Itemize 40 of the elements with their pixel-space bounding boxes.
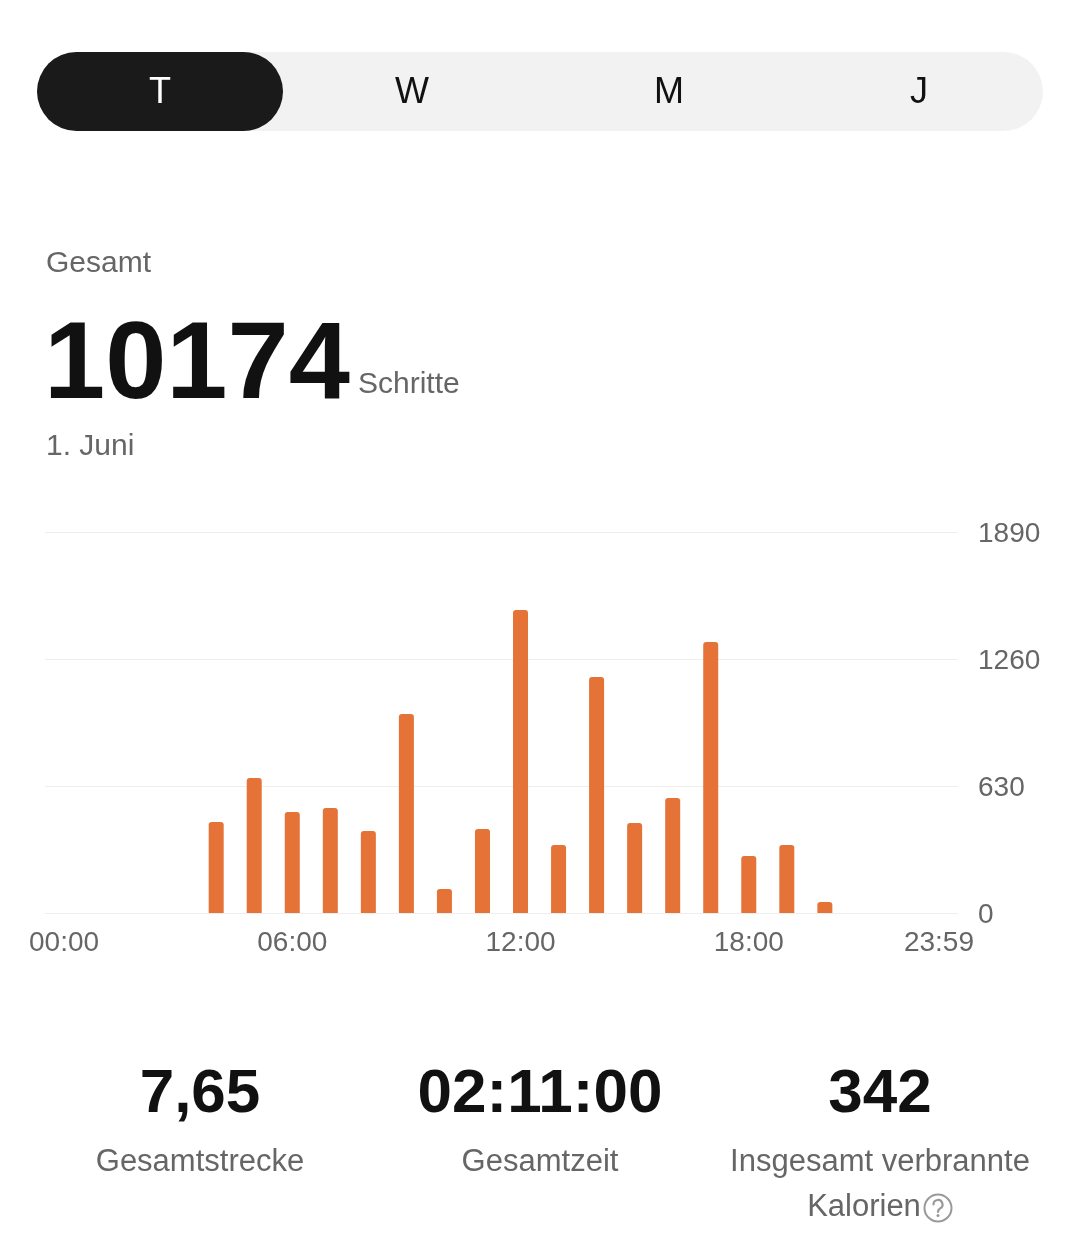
bar <box>513 610 529 913</box>
y-tick-label: 630 <box>978 770 1025 802</box>
x-tick-label: 12:00 <box>485 925 556 957</box>
text: Gesamtzeit <box>460 1142 620 1180</box>
bar <box>703 642 719 913</box>
text: J <box>909 70 929 112</box>
chart-title: Gesamt <box>46 245 152 279</box>
y-tick-label: 1260 <box>978 643 1041 675</box>
text: W <box>394 70 430 112</box>
bar <box>589 676 605 913</box>
x-tick-label: 23:59 <box>903 925 975 957</box>
text: T <box>148 70 172 112</box>
bar <box>246 777 262 913</box>
y-tick-label: 1890 <box>978 516 1041 548</box>
bar <box>779 845 795 913</box>
text: Gesamtstrecke <box>94 1142 306 1180</box>
text: Insgesamt verbrannte Kalorien <box>729 1142 1031 1225</box>
y-tick-label: 0 <box>978 897 994 929</box>
text: Schritte <box>358 366 460 400</box>
x-tick-label: 00:00 <box>28 925 100 957</box>
bar <box>360 830 376 913</box>
text: 342 <box>827 1055 933 1126</box>
text: M <box>653 70 685 112</box>
bar <box>208 822 224 913</box>
bar <box>398 714 414 913</box>
bar <box>436 889 452 913</box>
text: 02:11:00 <box>416 1055 664 1126</box>
x-tick-label: 06:00 <box>257 925 328 957</box>
text: 10174 <box>44 298 350 421</box>
x-tick-label: 18:00 <box>713 925 784 957</box>
bar <box>665 798 681 913</box>
bar <box>627 823 643 913</box>
text: 7,65 <box>138 1055 262 1126</box>
bar <box>284 812 300 913</box>
bar <box>474 828 490 913</box>
bar <box>322 807 338 913</box>
chart-subtitle: 1. Juni <box>46 428 135 462</box>
bar <box>741 855 757 913</box>
bar <box>551 845 567 913</box>
bar <box>817 901 833 913</box>
